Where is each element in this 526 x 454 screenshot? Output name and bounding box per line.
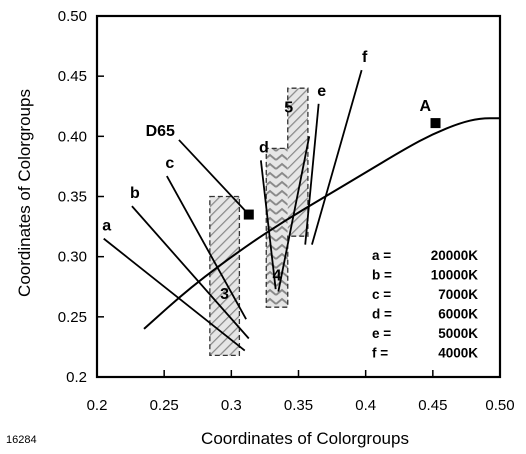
callout-line-d (259, 160, 277, 290)
label-d: d (259, 139, 269, 156)
legend-box (353, 238, 493, 368)
y-tick-label: 0.2 (66, 369, 87, 386)
region-3 (209, 196, 240, 356)
figure-id: 16284 (6, 434, 37, 446)
label-e: e (317, 83, 326, 100)
label-b: b (130, 185, 140, 202)
reference-points (243, 118, 441, 220)
callout-line-d65 (178, 139, 250, 216)
y-tick-label: 0.25 (58, 309, 87, 326)
legend-value: 20000K (431, 248, 479, 263)
x-tick-label: 0.2 (87, 397, 108, 414)
region-5 (287, 88, 308, 237)
legend-value: 10000K (431, 268, 479, 283)
chart-labels: a b c d e f D65 A 3 4 5 (102, 49, 431, 303)
y-tick-label: 0.40 (58, 128, 87, 145)
colorgroup-regions (209, 87, 309, 356)
label-a: a (102, 218, 111, 235)
legend-value: 7000K (438, 287, 478, 302)
callout-line-b (131, 205, 250, 340)
callout-line-a (103, 237, 246, 352)
legend-value: 4000K (438, 346, 478, 361)
callout-line-f (311, 69, 363, 245)
x-axis-title: Coordinates of Colorgroups (201, 429, 409, 448)
label-a: A (420, 98, 432, 115)
y-tick-label: 0.30 (58, 249, 87, 266)
x-tick-label: 0.4 (355, 397, 376, 414)
legend-key: f = (372, 346, 388, 361)
label-region-4: 4 (273, 268, 282, 285)
legend-key: b = (372, 268, 392, 283)
callout-line-e (304, 103, 320, 245)
legend-key: d = (372, 307, 392, 322)
legend-value: 6000K (438, 307, 478, 322)
legend-value: 5000K (438, 326, 478, 341)
y-tick-label: 0.35 (58, 189, 87, 206)
legend-key: e = (372, 326, 391, 341)
legend-key: c = (372, 287, 391, 302)
region-4-5-outline (265, 87, 309, 308)
y-axis-title: Coordinates of Colorgroups (15, 89, 34, 297)
plot-frame: 0.20.2 0.25 0.25 0.3 0.30 0.35 0.35 0.4 0.40 0.45… (58, 8, 515, 414)
x-tick-label: 0.50 (485, 397, 514, 414)
callout-line-5 (277, 136, 311, 292)
curve-line (143, 117, 500, 330)
label-region-3: 3 (220, 286, 229, 303)
x-tick-label: 0.25 (150, 397, 179, 414)
legend-key: a = (372, 248, 391, 263)
y-tick-label: 0.45 (58, 68, 87, 85)
callout-lines (103, 69, 363, 352)
label-c: c (165, 155, 174, 172)
point-d65 (243, 209, 254, 220)
planckian-curve (143, 117, 500, 330)
legend: a = 20000K b = 10000K c = 7000K d = 6000K e = 500… (353, 238, 493, 368)
x-tick-label: 0.35 (284, 397, 313, 414)
y-tick-label: 0.50 (58, 8, 87, 25)
callout-line-c (166, 175, 247, 320)
x-tick-label: 0.45 (418, 397, 447, 414)
label-f: f (362, 49, 368, 66)
x-tick-label: 0.3 (221, 397, 242, 414)
region-3-outline (209, 195, 241, 356)
label-region-5: 5 (284, 99, 293, 116)
label-d65: D65 (146, 123, 175, 140)
point-a (430, 118, 441, 129)
